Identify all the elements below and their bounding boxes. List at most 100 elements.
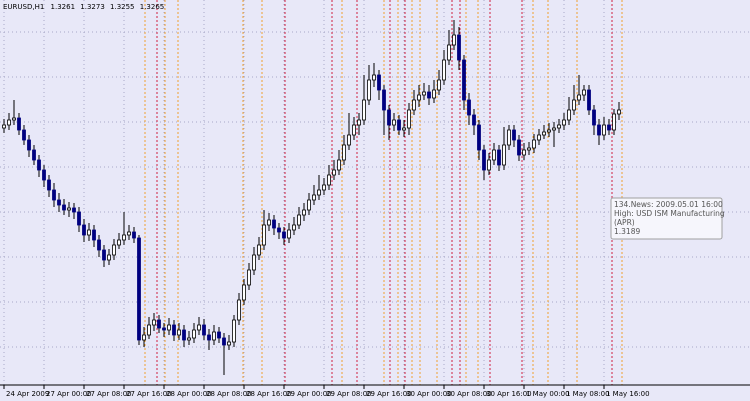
candle-body bbox=[607, 124, 611, 131]
candle-body bbox=[122, 234, 126, 241]
candle-body bbox=[197, 324, 201, 331]
candle-body bbox=[67, 207, 71, 211]
candle-body bbox=[282, 231, 286, 239]
candle-body bbox=[602, 124, 606, 136]
x-tick-label: 29 Apr 00:00 bbox=[286, 390, 332, 398]
candle-body bbox=[172, 324, 176, 336]
x-tick-label: 28 Apr 16:00 bbox=[246, 390, 292, 398]
candle-body bbox=[492, 149, 496, 161]
last-low: 1.3255 bbox=[110, 3, 135, 11]
candle-body bbox=[127, 231, 131, 236]
candle-body bbox=[617, 109, 621, 115]
candle-body bbox=[397, 119, 401, 131]
candle-body bbox=[152, 319, 156, 326]
candle-body bbox=[582, 89, 586, 96]
candle-body bbox=[487, 159, 491, 171]
candle-body bbox=[92, 229, 96, 241]
candle-body bbox=[142, 334, 146, 341]
candle-body bbox=[502, 144, 506, 166]
candle-body bbox=[377, 74, 381, 91]
candle-body bbox=[217, 331, 221, 339]
candle-body bbox=[402, 127, 406, 131]
candle-body bbox=[467, 99, 471, 116]
candle-body bbox=[567, 109, 571, 121]
candle-body bbox=[342, 144, 346, 161]
candle-body bbox=[27, 139, 31, 151]
candle-body bbox=[167, 324, 171, 331]
candle-body bbox=[387, 109, 391, 126]
candle-body bbox=[337, 159, 341, 171]
candle-body bbox=[47, 179, 51, 191]
candle-body bbox=[327, 174, 331, 186]
x-tick-label: 24 Apr 2009 bbox=[6, 390, 49, 398]
candle-body bbox=[422, 91, 426, 96]
candle-body bbox=[362, 99, 366, 121]
candle-body bbox=[417, 94, 421, 101]
candle-body bbox=[32, 149, 36, 161]
tooltip-line: (APR) bbox=[614, 218, 635, 227]
candle-body bbox=[72, 207, 76, 213]
candle-body bbox=[237, 299, 241, 321]
candle-body bbox=[577, 94, 581, 101]
candle-body bbox=[542, 131, 546, 136]
candle-body bbox=[482, 149, 486, 171]
candle-body bbox=[112, 244, 116, 256]
candle-body bbox=[77, 211, 81, 226]
x-tick-label: 30 Apr 16:00 bbox=[486, 390, 532, 398]
candle-body bbox=[407, 109, 411, 129]
candle-body bbox=[52, 189, 56, 201]
candle-body bbox=[477, 124, 481, 151]
candle-body bbox=[352, 124, 356, 136]
candle-body bbox=[257, 244, 261, 256]
candle-body bbox=[457, 34, 461, 61]
candle-body bbox=[507, 129, 511, 146]
candle-body bbox=[137, 237, 141, 341]
candle-body bbox=[187, 337, 191, 341]
candle-body bbox=[37, 159, 41, 171]
candle-body bbox=[177, 329, 181, 336]
v-grid bbox=[3, 0, 605, 385]
candle-body bbox=[157, 319, 161, 329]
candle-body bbox=[227, 341, 231, 346]
last-high: 1.3273 bbox=[80, 3, 105, 11]
candle-body bbox=[302, 209, 306, 216]
news-lines bbox=[144, 0, 623, 385]
candle-body bbox=[462, 59, 466, 101]
candle-body bbox=[547, 129, 551, 133]
tooltip-box bbox=[610, 197, 723, 240]
candle-body bbox=[2, 124, 6, 129]
header: EURUSD,H1 1.3261 1.3273 1.3255 1.3265 bbox=[3, 3, 164, 11]
candle-body bbox=[207, 334, 211, 341]
tooltip-line: 134.News: 2009.05.01 16:00 bbox=[614, 200, 723, 209]
x-tick-label: 30 Apr 00:00 bbox=[406, 390, 452, 398]
candle-body bbox=[97, 239, 101, 251]
candle-body bbox=[612, 113, 616, 131]
candle-body bbox=[182, 329, 186, 341]
candle-body bbox=[102, 249, 106, 261]
x-tick-label: 30 Apr 08:00 bbox=[446, 390, 492, 398]
candle-body bbox=[222, 337, 226, 346]
candle-body bbox=[42, 169, 46, 181]
candles bbox=[2, 20, 621, 375]
candle-body bbox=[412, 99, 416, 111]
candle-body bbox=[192, 329, 196, 339]
candle-body bbox=[537, 134, 541, 141]
x-tick-label: 29 Apr 08:00 bbox=[326, 390, 372, 398]
candle-body bbox=[357, 119, 361, 126]
candle-body bbox=[382, 89, 386, 111]
candle-body bbox=[147, 324, 151, 336]
candle-body bbox=[212, 331, 216, 341]
candle-body bbox=[522, 149, 526, 156]
candle-body bbox=[17, 117, 21, 131]
candle-body bbox=[562, 119, 566, 126]
candle-body bbox=[232, 319, 236, 343]
candle-body bbox=[307, 199, 311, 211]
x-tick-label: 1 May 08:00 bbox=[566, 390, 610, 398]
candle-body bbox=[587, 89, 591, 111]
candle-body bbox=[527, 147, 531, 151]
candle-body bbox=[117, 239, 121, 246]
candle-body bbox=[532, 139, 536, 149]
candle-body bbox=[247, 269, 251, 286]
candle-body bbox=[512, 129, 516, 141]
